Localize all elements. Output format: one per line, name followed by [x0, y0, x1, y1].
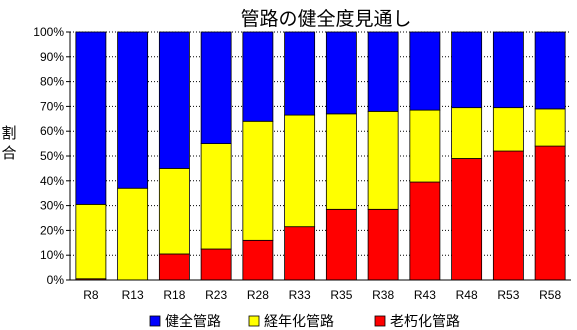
y-tick-label: 80%: [40, 75, 64, 89]
x-tick-label: R48: [456, 288, 478, 302]
x-tick-label: R43: [414, 288, 436, 302]
x-tick-label: R53: [497, 288, 519, 302]
bar-segment-R48-健全管路: [451, 31, 483, 109]
x-tick-label: R35: [330, 288, 352, 302]
bar-segment-R58-老朽化管路: [534, 145, 566, 281]
bar-segment-R23-老朽化管路: [200, 248, 232, 281]
x-tick-label: R18: [163, 288, 185, 302]
x-tick-label: R28: [247, 288, 269, 302]
chart-title: 管路の健全度見通し: [240, 8, 411, 30]
y-tick-label: 10%: [40, 248, 64, 262]
bar-segment-R33-老朽化管路: [284, 226, 316, 281]
bar-segment-R8-健全管路: [75, 31, 107, 205]
bar-segment-R43-経年化管路: [409, 109, 441, 183]
legend-label: 老朽化管路: [390, 314, 460, 330]
bar-segment-R43-老朽化管路: [409, 181, 441, 281]
y-tick-labels: 0% 10% 20% 30% 40% 50% 60% 70% 80% 90% 100%: [33, 25, 64, 287]
x-tick-label: R8: [83, 288, 99, 302]
bar-segment-R35-健全管路: [325, 31, 357, 115]
bar-segment-R18-健全管路: [158, 31, 190, 169]
y-axis-label: 割合: [1, 124, 16, 162]
bar-segment-R28-老朽化管路: [242, 239, 274, 281]
legend-swatch: [248, 315, 260, 327]
legend-label: 健全管路: [165, 313, 221, 330]
bar-segment-R18-老朽化管路: [158, 253, 190, 281]
x-tick-label: R33: [289, 288, 311, 302]
x-tick-label: R23: [205, 288, 227, 302]
y-axis-label-text: 割合: [1, 124, 16, 162]
bar-segment-R53-健全管路: [492, 31, 524, 109]
bar-segment-R38-経年化管路: [367, 110, 399, 210]
bar-segment-R43-健全管路: [409, 31, 441, 111]
y-tick-label: 50%: [40, 149, 64, 163]
bar-segment-R38-健全管路: [367, 31, 399, 112]
bar-segment-R28-経年化管路: [242, 120, 274, 241]
bar-segment-R28-健全管路: [242, 31, 274, 122]
bar-segment-R38-老朽化管路: [367, 208, 399, 281]
legend-swatch: [374, 315, 386, 327]
bar-segment-R48-老朽化管路: [451, 158, 483, 281]
legend-swatch: [149, 315, 161, 327]
y-tick-label: 60%: [40, 124, 64, 138]
y-tick-label: 90%: [40, 50, 64, 64]
y-tick-label: 30%: [40, 199, 64, 213]
y-tick-label: 40%: [40, 174, 64, 188]
bar-segment-R8-経年化管路: [75, 203, 107, 280]
bar-segment-R35-老朽化管路: [325, 208, 357, 281]
bar-segment-R58-経年化管路: [534, 108, 566, 147]
y-tick-label: 0%: [47, 273, 65, 287]
bar-segment-R58-健全管路: [534, 31, 566, 110]
bar-segment-R33-経年化管路: [284, 114, 316, 228]
x-tick-label: R58: [539, 288, 561, 302]
bar-segment-R35-経年化管路: [325, 113, 357, 210]
x-tick-label: R38: [372, 288, 394, 302]
bar-segment-R23-経年化管路: [200, 143, 232, 250]
bar-segment-R13-健全管路: [117, 31, 149, 189]
bars: [75, 31, 566, 281]
legend-label: 経年化管路: [264, 314, 334, 330]
bar-segment-R23-健全管路: [200, 31, 232, 144]
y-tick-label: 100%: [33, 25, 64, 39]
y-tick-label: 20%: [40, 223, 64, 237]
legend: 健全管路 経年化管路 老朽化管路: [149, 313, 460, 330]
bar-segment-R13-経年化管路: [117, 187, 149, 281]
axes: [66, 31, 571, 281]
bar-segment-R53-経年化管路: [492, 107, 524, 152]
y-tick-label: 70%: [40, 99, 64, 113]
bar-segment-R48-経年化管路: [451, 107, 483, 159]
x-tick-labels: R8 R13 R18 R23 R28 R33 R35 R38 R43 R48 R53 R58: [83, 288, 561, 302]
bar-segment-R33-健全管路: [284, 31, 316, 116]
x-tick-label: R13: [122, 288, 144, 302]
bar-segment-R53-老朽化管路: [492, 150, 524, 281]
bar-segment-R18-経年化管路: [158, 167, 190, 255]
